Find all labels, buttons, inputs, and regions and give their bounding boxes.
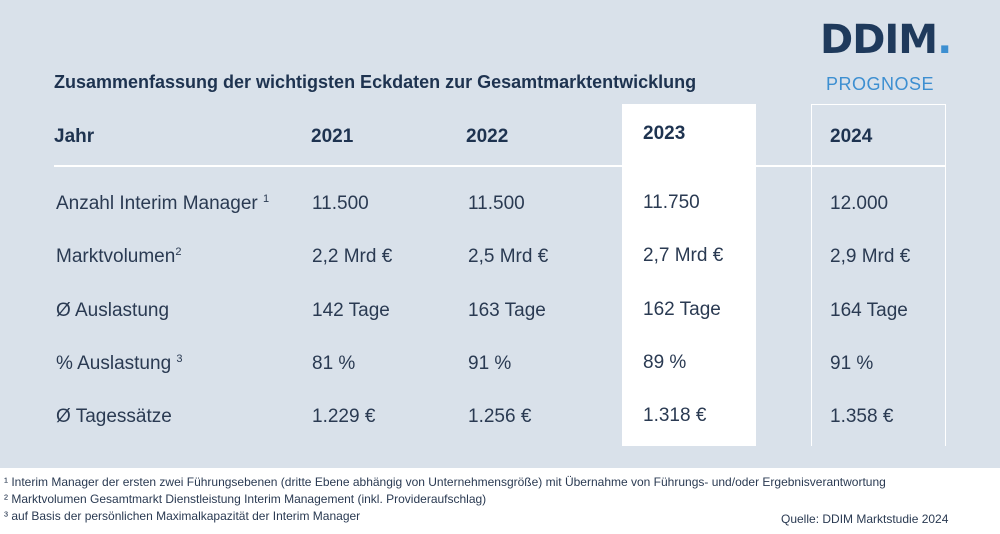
row-label: Ø Auslastung: [56, 300, 170, 321]
footnote-3: ³ auf Basis der persönlichen Maximalkapa…: [4, 509, 361, 523]
row-label: Ø Tagessätze: [56, 406, 172, 427]
cell-2024: 1.358 €: [830, 406, 894, 427]
cell-2022: 2,5 Mrd €: [468, 246, 549, 267]
cell-2022: 1.256 €: [468, 406, 532, 427]
highlight-column-2023: [622, 104, 756, 446]
page-title: Zusammenfassung der wichtigsten Eckdaten…: [54, 72, 697, 92]
forecast-column-2024: [811, 104, 946, 446]
footnotes: ¹ Interim Manager der ersten zwei Führun…: [4, 474, 1000, 525]
header-2023: 2023: [643, 123, 686, 144]
cell-2021: 1.229 €: [312, 406, 376, 427]
cell-2021: 11.500: [312, 193, 369, 214]
cell-2024: 91 %: [830, 353, 874, 374]
cell-2022: 91 %: [468, 353, 512, 374]
footnote-1: ¹ Interim Manager der ersten zwei Führun…: [4, 475, 886, 489]
row-label: % Auslastung 3: [56, 353, 183, 374]
cell-2022: 163 Tage: [468, 300, 546, 321]
header-2024: 2024: [830, 126, 873, 147]
cell-2023: 162 Tage: [643, 299, 721, 320]
cell-2024: 164 Tage: [830, 300, 908, 321]
cell-2021: 142 Tage: [312, 300, 390, 321]
prognose-label: PROGNOSE: [826, 74, 935, 94]
cell-2022: 11.500: [468, 193, 525, 214]
header-divider: [54, 165, 946, 167]
source-note: Quelle: DDIM Marktstudie 2024: [781, 512, 949, 526]
cell-2021: 81 %: [312, 353, 356, 374]
footnote-2: ² Marktvolumen Gesamtmarkt Dienstleistun…: [4, 492, 487, 506]
cell-2023: 1.318 €: [643, 405, 707, 426]
row-label: Marktvolumen2: [56, 246, 182, 267]
ddim-logo: DDIM.: [820, 17, 952, 63]
cell-2021: 2,2 Mrd €: [312, 246, 393, 267]
cell-2023: 2,7 Mrd €: [643, 245, 724, 266]
cell-2024: 2,9 Mrd €: [830, 246, 911, 267]
summary-panel: [0, 0, 1000, 468]
header-year-label: Jahr: [54, 126, 95, 147]
row-label: Anzahl Interim Manager 1: [56, 193, 270, 214]
cell-2024: 12.000: [830, 193, 889, 214]
cell-2023: 89 %: [643, 352, 687, 373]
header-2022: 2022: [466, 126, 509, 147]
cell-2023: 11.750: [643, 192, 700, 213]
header-2021: 2021: [311, 126, 354, 147]
